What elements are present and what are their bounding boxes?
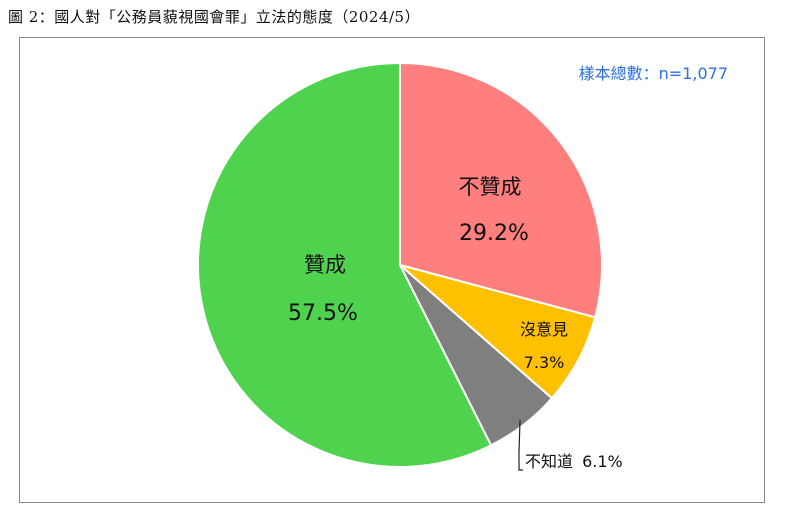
slice-label-no-opinion: 沒意見 [520,320,568,339]
slice-label-dont-know: 不知道 6.1% [525,452,623,471]
slice-label-support: 贊成 [304,253,346,277]
figure-title: 圖 2：國人對「公務員藐視國會罪」立法的態度（2024/5） [8,8,421,26]
slice-oppose [399,61,603,319]
slice-label-oppose: 不贊成 [459,175,522,199]
slice-value-oppose: 29.2% [459,221,529,246]
leader-line-dont-know [518,419,521,453]
slice-value-dont-know: 6.1% [582,452,623,471]
slice-support [197,61,493,468]
slice-value-support: 57.5% [288,301,358,326]
pie-slices [197,61,603,468]
leader-tick-dont-know [518,452,523,471]
slice-value-no-opinion: 7.3% [524,353,565,372]
slice-label-dont-know-name: 不知道 [525,452,573,471]
sample-size-note: 樣本總數：n=1,077 [578,64,728,83]
